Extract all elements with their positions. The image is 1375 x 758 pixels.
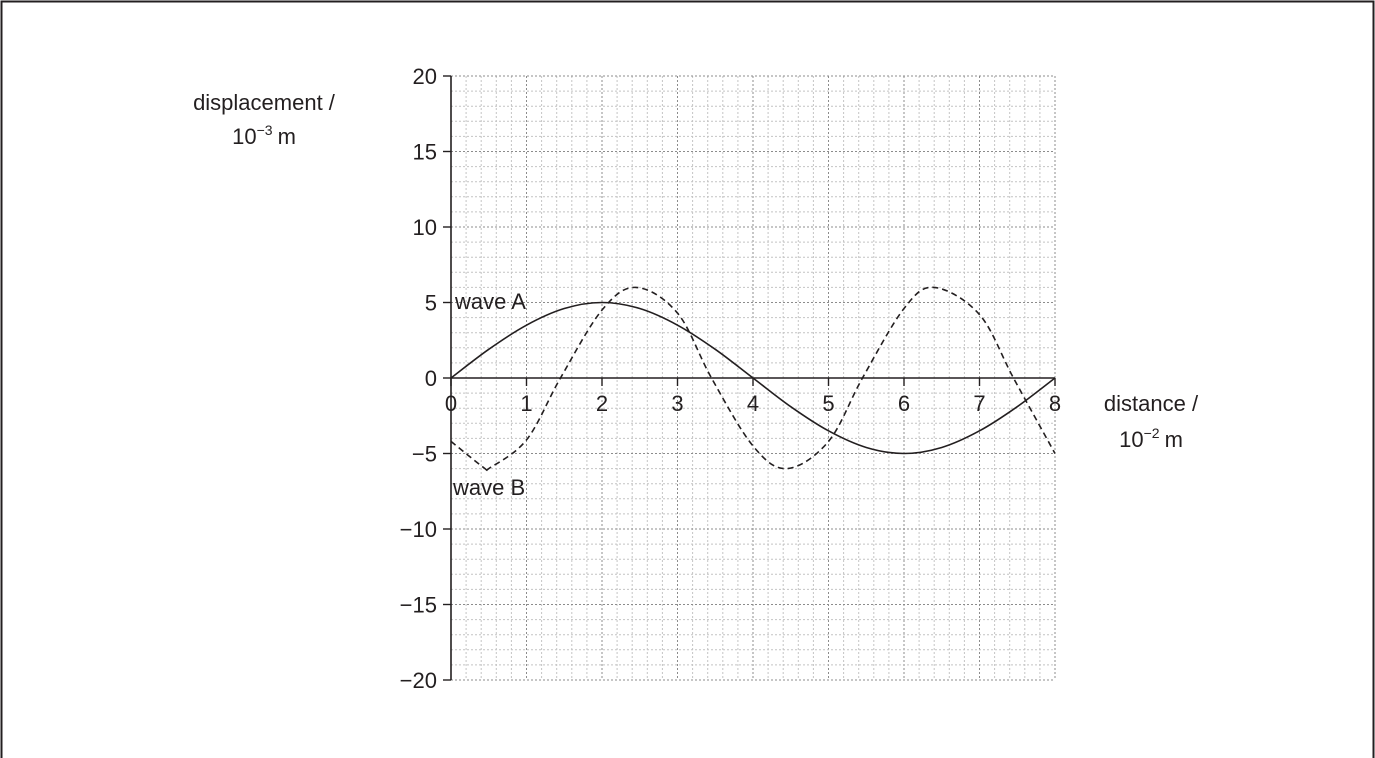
y-tick-label: 5 — [425, 291, 437, 316]
series-lines — [450, 286, 1056, 473]
series-label-wave-a: wave A — [454, 289, 526, 314]
series-label-wave-b: wave B — [452, 475, 525, 500]
y-tick-label: 15 — [413, 140, 437, 165]
x-tick-label: 0 — [445, 391, 457, 416]
x-tick-label: 4 — [747, 391, 759, 416]
x-tick-label: 3 — [671, 391, 683, 416]
y-axis-title-line2: 10−3 m — [232, 122, 296, 149]
y-tick-label: 0 — [425, 366, 437, 391]
series-line-wave-b — [450, 286, 1056, 473]
y-axis-title-line1: displacement / — [193, 90, 336, 115]
x-axis-title-line2: 10−2 m — [1119, 425, 1183, 452]
series-line-wave-a — [450, 301, 1056, 455]
x-tick-label: 6 — [898, 391, 910, 416]
y-tick-label: 20 — [413, 64, 437, 89]
y-tick-label: 10 — [413, 215, 437, 240]
x-axis-title-line1: distance / — [1104, 391, 1199, 416]
y-tick-label: −15 — [400, 593, 437, 618]
y-tick-labels: 20 15 10 5 0 −5 −10 −15 −20 — [400, 64, 437, 693]
x-tick-labels: 0 1 2 3 4 5 6 7 8 — [445, 391, 1061, 416]
y-tick-label: −10 — [400, 517, 437, 542]
tick-marks — [443, 75, 1056, 681]
x-tick-label: 7 — [973, 391, 985, 416]
y-tick-label: −20 — [400, 668, 437, 693]
y-tick-label: −5 — [412, 442, 437, 467]
x-tick-label: 2 — [596, 391, 608, 416]
x-tick-label: 5 — [822, 391, 834, 416]
x-tick-label: 1 — [520, 391, 532, 416]
x-tick-label: 8 — [1049, 391, 1061, 416]
